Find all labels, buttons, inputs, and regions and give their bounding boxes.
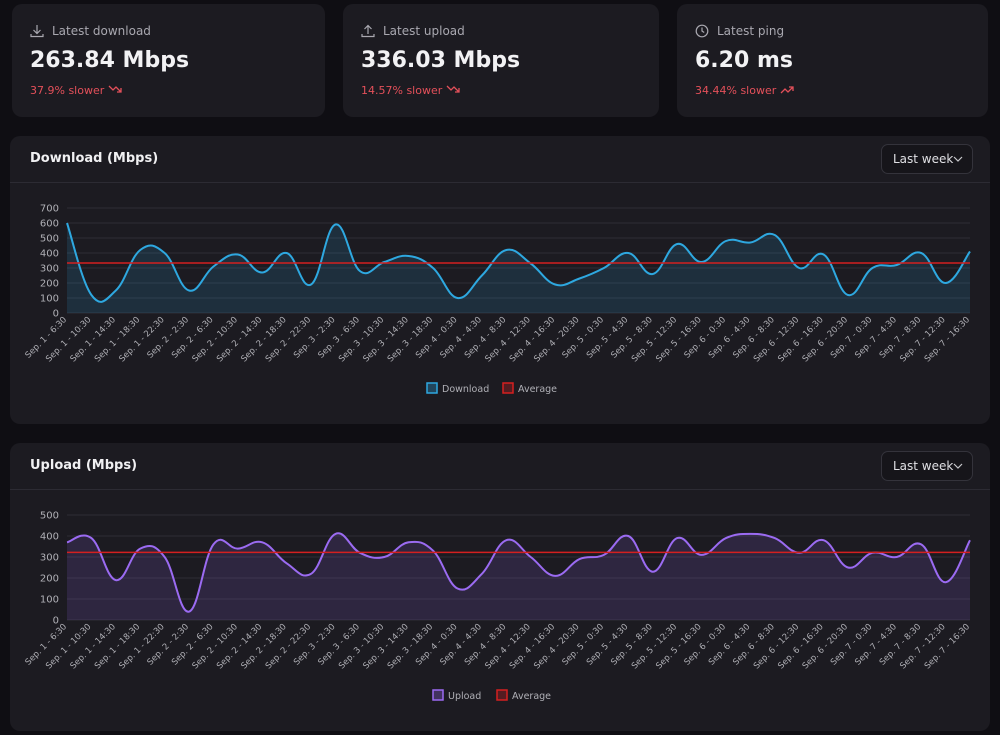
change-text: 34.44% slower xyxy=(695,84,777,97)
legend-swatch xyxy=(502,382,514,394)
chart-title: Download (Mbps) xyxy=(30,151,159,166)
card-value: 263.84 Mbps xyxy=(30,48,190,73)
chart-panel: Download (Mbps) Last week 0 100 200 300 400 5… xyxy=(10,136,990,424)
card-label: Latest upload xyxy=(383,24,465,38)
series-line xyxy=(66,532,971,613)
download-icon xyxy=(30,25,44,38)
stat-card: Latest download 263.84 Mbps 37.9% slower xyxy=(12,4,325,117)
legend-swatch xyxy=(432,689,444,701)
legend-label: Average xyxy=(512,691,551,702)
upload-icon xyxy=(361,24,375,38)
y-tick-label: 400 xyxy=(40,249,59,260)
dropdown-text: Last week xyxy=(893,459,954,473)
card-change: 37.9% slower xyxy=(30,84,122,97)
y-tick-label: 400 xyxy=(40,532,59,543)
card-label: Latest ping xyxy=(717,24,785,38)
chart-panel: Upload (Mbps) Last week 0 100 200 300 400 500… xyxy=(10,443,990,731)
chevron xyxy=(953,156,963,162)
card-change: 34.44% slower xyxy=(695,84,794,97)
y-tick-label: 200 xyxy=(40,279,59,290)
chart: 0 100 200 300 400 500 600 700 Sep. 1 - 6:30 Sep. … xyxy=(24,204,973,396)
y-tick-label: 300 xyxy=(40,553,59,564)
dropdown-text: Last week xyxy=(893,152,954,166)
y-tick-label: 600 xyxy=(40,219,59,230)
card-label: Latest download xyxy=(52,24,151,38)
y-tick-label: 500 xyxy=(40,511,59,522)
trend-icon xyxy=(108,85,122,93)
y-tick-label: 0 xyxy=(53,309,59,320)
x-tick-label: Sep. 1 - 6:30 xyxy=(24,315,70,361)
range-dropdown[interactable]: Last week xyxy=(881,451,973,481)
change-text: 37.9% slower xyxy=(30,84,105,97)
card-value: 6.20 ms xyxy=(695,48,793,73)
stat-card: Latest upload 336.03 Mbps 14.57% slower xyxy=(343,4,659,117)
clock-icon xyxy=(695,24,709,38)
change-text: 14.57% slower xyxy=(361,84,443,97)
x-tick-label: Sep. 7 - 16:30 xyxy=(923,315,972,364)
stat-card: Latest ping 6.20 ms 34.44% slower xyxy=(677,4,988,117)
y-tick-label: 100 xyxy=(40,595,59,606)
x-tick-label: Sep. 7 - 16:30 xyxy=(923,622,972,671)
y-tick-label: 500 xyxy=(40,234,59,245)
legend-swatch xyxy=(426,382,438,394)
legend-label: Upload xyxy=(448,691,481,702)
card-change: 14.57% slower xyxy=(361,84,460,97)
range-dropdown[interactable]: Last week xyxy=(881,144,973,174)
y-tick-label: 200 xyxy=(40,574,59,585)
area-fill xyxy=(67,533,970,620)
chevron xyxy=(953,463,963,469)
legend-label: Download xyxy=(442,384,489,395)
legend-swatch xyxy=(496,689,508,701)
trend-icon xyxy=(446,85,460,93)
x-tick-label: Sep. 1 - 6:30 xyxy=(24,622,70,668)
y-tick-label: 0 xyxy=(53,616,59,627)
chart-title: Upload (Mbps) xyxy=(30,458,138,473)
y-tick-label: 700 xyxy=(40,204,59,215)
legend-label: Average xyxy=(518,384,557,395)
trend-icon xyxy=(780,86,794,94)
panel-header: Upload (Mbps) Last week xyxy=(10,443,990,490)
card-value: 336.03 Mbps xyxy=(361,48,521,73)
y-tick-label: 300 xyxy=(40,264,59,275)
area-fill xyxy=(67,223,970,313)
y-tick-label: 100 xyxy=(40,294,59,305)
series-line xyxy=(66,222,971,303)
panel-header: Download (Mbps) Last week xyxy=(10,136,990,183)
